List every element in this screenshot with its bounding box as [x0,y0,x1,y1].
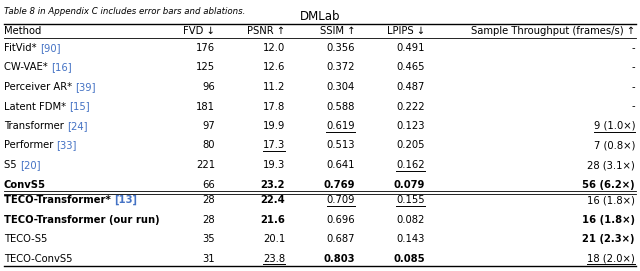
Text: 19.9: 19.9 [262,121,285,131]
Text: 28: 28 [202,195,215,205]
Text: -: - [632,82,635,92]
Text: 0.491: 0.491 [397,43,425,53]
Text: 0.619: 0.619 [326,121,355,131]
Text: 125: 125 [196,63,215,73]
Text: [90]: [90] [40,43,60,53]
Text: [15]: [15] [69,102,90,111]
Text: 0.304: 0.304 [327,82,355,92]
Text: 66: 66 [202,179,215,189]
Text: 28 (3.1×): 28 (3.1×) [588,160,635,170]
Text: 21.6: 21.6 [260,215,285,225]
Text: Performer: Performer [4,140,56,150]
Text: -: - [632,43,635,53]
Text: ConvS5: ConvS5 [4,179,46,189]
Text: 16 (1.8×): 16 (1.8×) [587,195,635,205]
Text: 96: 96 [202,82,215,92]
Text: 20.1: 20.1 [263,234,285,244]
Text: 0.641: 0.641 [326,160,355,170]
Text: TECO-ConvS5: TECO-ConvS5 [4,254,72,264]
Text: 0.085: 0.085 [394,254,425,264]
Text: 0.769: 0.769 [323,179,355,189]
Text: LPIPS ↓: LPIPS ↓ [387,26,425,36]
Text: 0.709: 0.709 [326,195,355,205]
Text: 176: 176 [196,43,215,53]
Text: 0.082: 0.082 [397,215,425,225]
Text: TECO-Transformer*: TECO-Transformer* [4,195,115,205]
Text: Method: Method [4,26,42,36]
Text: 0.222: 0.222 [396,102,425,111]
Text: 31: 31 [202,254,215,264]
Text: CW-VAE*: CW-VAE* [4,63,51,73]
Text: 221: 221 [196,160,215,170]
Text: 0.155: 0.155 [396,195,425,205]
Text: 0.465: 0.465 [397,63,425,73]
Text: -: - [632,102,635,111]
Text: 28: 28 [202,215,215,225]
Text: [20]: [20] [20,160,40,170]
Text: 0.143: 0.143 [397,234,425,244]
Text: 0.356: 0.356 [326,43,355,53]
Text: 56 (6.2×): 56 (6.2×) [582,179,635,189]
Text: FitVid*: FitVid* [4,43,40,53]
Text: 11.2: 11.2 [262,82,285,92]
Text: 22.4: 22.4 [260,195,285,205]
Text: S5: S5 [4,160,20,170]
Text: FVD ↓: FVD ↓ [183,26,215,36]
Text: 18 (2.0×): 18 (2.0×) [588,254,635,264]
Text: 0.687: 0.687 [326,234,355,244]
Text: 16 (1.8×): 16 (1.8×) [582,215,635,225]
Text: Latent FDM*: Latent FDM* [4,102,69,111]
Text: 9 (1.0×): 9 (1.0×) [593,121,635,131]
Text: 0.372: 0.372 [326,63,355,73]
Text: 12.6: 12.6 [262,63,285,73]
Text: 21 (2.3×): 21 (2.3×) [582,234,635,244]
Text: SSIM ↑: SSIM ↑ [319,26,355,36]
Text: 0.803: 0.803 [323,254,355,264]
Text: 0.513: 0.513 [326,140,355,150]
Text: 181: 181 [196,102,215,111]
Text: 97: 97 [202,121,215,131]
Text: TECO-S5: TECO-S5 [4,234,47,244]
Text: 0.205: 0.205 [397,140,425,150]
Text: 0.123: 0.123 [397,121,425,131]
Text: [24]: [24] [67,121,88,131]
Text: 0.079: 0.079 [394,179,425,189]
Text: [39]: [39] [76,82,96,92]
Text: 35: 35 [202,234,215,244]
Text: 7 (0.8×): 7 (0.8×) [594,140,635,150]
Text: 0.696: 0.696 [326,215,355,225]
Text: 0.487: 0.487 [397,82,425,92]
Text: PSNR ↑: PSNR ↑ [247,26,285,36]
Text: Table 8 in Appendix C includes error bars and ablations.: Table 8 in Appendix C includes error bar… [4,7,245,16]
Text: Transformer: Transformer [4,121,67,131]
Text: 23.8: 23.8 [263,254,285,264]
Text: [33]: [33] [56,140,77,150]
Text: 19.3: 19.3 [263,160,285,170]
Text: 17.3: 17.3 [263,140,285,150]
Text: Sample Throughput (frames/s) ↑: Sample Throughput (frames/s) ↑ [471,26,635,36]
Text: TECO-Transformer (our run): TECO-Transformer (our run) [4,215,159,225]
Text: 80: 80 [202,140,215,150]
Text: [13]: [13] [115,195,138,205]
Text: Perceiver AR*: Perceiver AR* [4,82,76,92]
Text: [16]: [16] [51,63,72,73]
Text: -: - [632,63,635,73]
Text: DMLab: DMLab [300,11,340,24]
Text: 23.2: 23.2 [260,179,285,189]
Text: 0.162: 0.162 [396,160,425,170]
Text: 12.0: 12.0 [263,43,285,53]
Text: 0.588: 0.588 [326,102,355,111]
Text: 17.8: 17.8 [263,102,285,111]
